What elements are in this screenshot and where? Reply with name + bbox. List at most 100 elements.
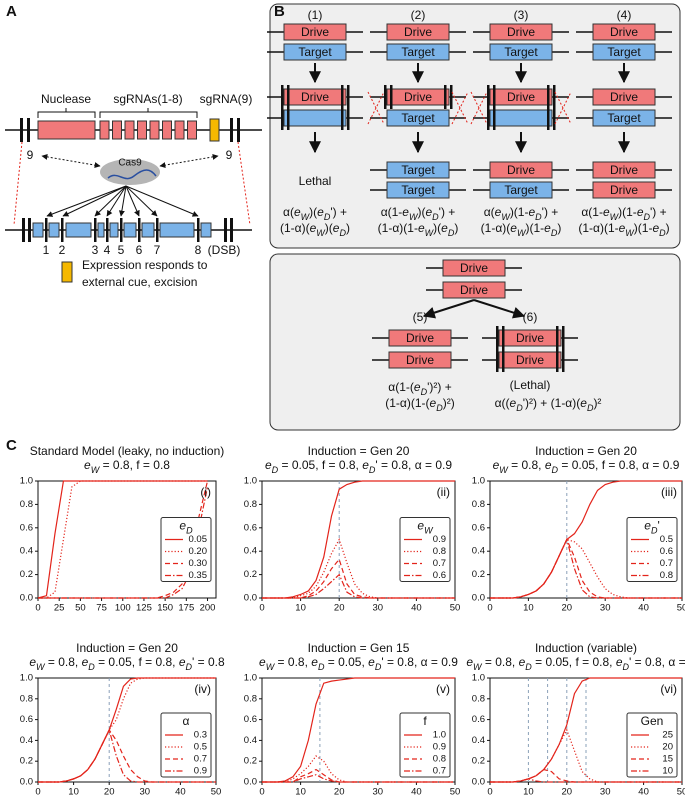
label: Cas9 <box>118 158 142 169</box>
site-bar <box>487 106 490 130</box>
element-box <box>498 351 562 369</box>
box-label: Drive <box>460 283 488 297</box>
panel-c-content: Standard Model (leaky, no induction)eW =… <box>20 444 685 797</box>
panel-label: (ii) <box>437 485 450 499</box>
y-tick-label: 0.2 <box>472 569 485 580</box>
case-number: (6) <box>523 310 538 324</box>
box-label: Drive <box>507 163 535 177</box>
label: 9 <box>27 148 34 162</box>
legend-box <box>399 517 451 582</box>
box-label: Target <box>401 163 435 177</box>
element-box <box>386 109 450 127</box>
x-tick-label: 150 <box>157 603 173 614</box>
series-line <box>38 486 209 599</box>
legend-label: 20 <box>662 742 673 753</box>
x-tick-label: 50 <box>450 787 461 798</box>
y-tick-label: 0.4 <box>244 546 257 557</box>
panel-label: B <box>274 3 285 20</box>
legend-swatch <box>61 261 73 283</box>
site-bar <box>341 106 344 130</box>
x-tick-label: 175 <box>178 603 194 614</box>
site-bar <box>493 106 496 130</box>
x-tick-label: 40 <box>175 787 186 798</box>
cas9 <box>100 159 160 185</box>
x-tick-label: 50 <box>677 787 685 798</box>
x-tick-label: 50 <box>211 787 222 798</box>
legend-title: α <box>183 714 190 728</box>
legend-label: 0.9 <box>433 742 446 753</box>
element-box <box>592 23 656 41</box>
y-tick-label: 1.0 <box>244 673 257 684</box>
chart-subtitle: eW = 0.8, eD = 0.05, f = 0.8, α = 0.9 <box>493 458 680 475</box>
x-tick-label: 50 <box>75 603 86 614</box>
element-box <box>386 161 450 179</box>
case-number: (1) <box>308 8 323 22</box>
x-tick-label: 40 <box>638 603 649 614</box>
x-tick-label: 50 <box>677 603 685 614</box>
site-bar <box>487 85 490 109</box>
y-tick-label: 0.4 <box>472 546 485 557</box>
y-tick-label: 0.4 <box>20 546 33 557</box>
formula: (1-α)(eW)(eD) <box>280 221 350 238</box>
legend-label: 0.7 <box>433 766 446 777</box>
element-box <box>283 88 347 106</box>
label: 1 <box>43 243 50 257</box>
legend-label: 0.3 <box>194 730 207 741</box>
x-tick-label: 40 <box>411 603 422 614</box>
y-tick-label: 1.0 <box>244 476 257 487</box>
legend-box <box>160 712 212 778</box>
legend-label: 15 <box>662 754 673 765</box>
series-line <box>262 480 455 599</box>
panel-b-frame <box>269 3 681 249</box>
legend-label: 0.5 <box>660 534 673 545</box>
panel-label: A <box>6 3 17 20</box>
label: 5 <box>118 243 125 257</box>
element-box <box>283 23 347 41</box>
element-box <box>388 351 452 369</box>
case-number: (5) <box>413 310 428 324</box>
panel-b2-frame <box>269 253 681 431</box>
chart-subtitle: eW = 0.8, eD = 0.05, f = 0.8, eD' = 0.8,… <box>466 655 685 672</box>
y-tick-label: 0.0 <box>244 777 257 788</box>
element-box <box>386 181 450 199</box>
element-box <box>442 281 506 299</box>
cross <box>470 91 488 125</box>
legend-title: eD <box>179 519 193 536</box>
x-tick-label: 20 <box>562 603 573 614</box>
site-bar <box>230 118 233 142</box>
y-tick-label: 0.2 <box>20 569 33 580</box>
x-tick-label: 10 <box>68 787 79 798</box>
formula: α(eW)(eD') + <box>283 205 347 222</box>
legend-label: 0.20 <box>189 546 208 557</box>
cross <box>451 91 469 125</box>
x-tick-label: 0 <box>35 787 40 798</box>
element-box <box>592 109 656 127</box>
site-bars <box>22 218 233 242</box>
y-tick-label: 0.6 <box>244 522 257 533</box>
element-box <box>489 23 553 41</box>
box-label: Drive <box>610 183 638 197</box>
x-tick-label: 30 <box>600 787 611 798</box>
element-box <box>388 329 452 347</box>
x-tick-label: 75 <box>96 603 107 614</box>
x-tick-label: 125 <box>136 603 152 614</box>
y-tick-label: 0.8 <box>244 693 257 704</box>
box-label: Drive <box>404 25 432 39</box>
y-tick-label: 0.2 <box>472 756 485 767</box>
element-box <box>489 43 553 61</box>
label: 3 <box>92 243 99 257</box>
label: Nuclease <box>41 92 91 106</box>
x-tick-label: 100 <box>115 603 131 614</box>
chart-subtitle: eW = 0.8, eD = 0.05, f = 0.8, eD' = 0.8 <box>29 655 225 672</box>
site-bar <box>502 348 505 372</box>
series-line <box>262 677 455 783</box>
site-bar <box>384 85 387 109</box>
chart-title: Induction = Gen 15 <box>308 641 410 655</box>
excision-line <box>13 141 23 226</box>
chart-subtitle: eW = 0.8, f = 0.8 <box>84 458 170 475</box>
y-tick-label: 0.8 <box>244 499 257 510</box>
legend-label: 0.7 <box>660 558 673 569</box>
y-tick-label: 0.6 <box>472 714 485 725</box>
